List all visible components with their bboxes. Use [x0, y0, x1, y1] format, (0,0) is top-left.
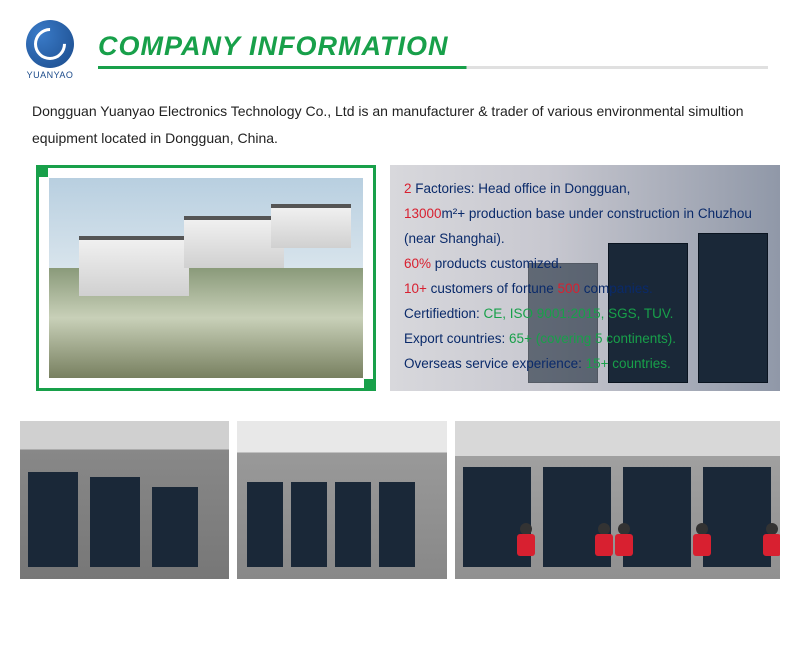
intro-text: Dongguan Yuanyao Electronics Technology … — [0, 90, 800, 151]
building-render-image — [49, 178, 363, 378]
title-underline — [98, 66, 768, 69]
stats-panel: 2 Factories: Head office in Dongguan, 13… — [390, 165, 780, 391]
building-photo-frame — [36, 165, 376, 391]
logo-text: YUANYAO — [27, 70, 74, 80]
factory-photo-1 — [20, 421, 229, 579]
stat-export: Export countries: 65+ (covering 5 contin… — [404, 327, 766, 352]
stat-certification: Certifiedtion: CE, ISO 9001:2015, SGS, T… — [404, 302, 766, 327]
stat-customized: 60% products customized. — [404, 252, 766, 277]
factory-photo-2 — [237, 421, 446, 579]
stat-production-base: 13000m²+ production base under construct… — [404, 202, 766, 227]
mid-row: 2 Factories: Head office in Dongguan, 13… — [0, 151, 800, 391]
stat-factories: 2 Factories: Head office in Dongguan, — [404, 177, 766, 202]
page-title: COMPANY INFORMATION — [98, 31, 800, 62]
company-logo: YUANYAO — [18, 18, 82, 82]
header: YUANYAO COMPANY INFORMATION — [0, 0, 800, 90]
team-photo — [455, 421, 780, 579]
stat-fortune500: 10+ customers of fortune 500 companies. — [404, 277, 766, 302]
stat-location-note: (near Shanghai). — [404, 227, 766, 252]
photo-gallery — [0, 391, 800, 579]
stat-overseas: Overseas service experience: 15+ countri… — [404, 352, 766, 377]
